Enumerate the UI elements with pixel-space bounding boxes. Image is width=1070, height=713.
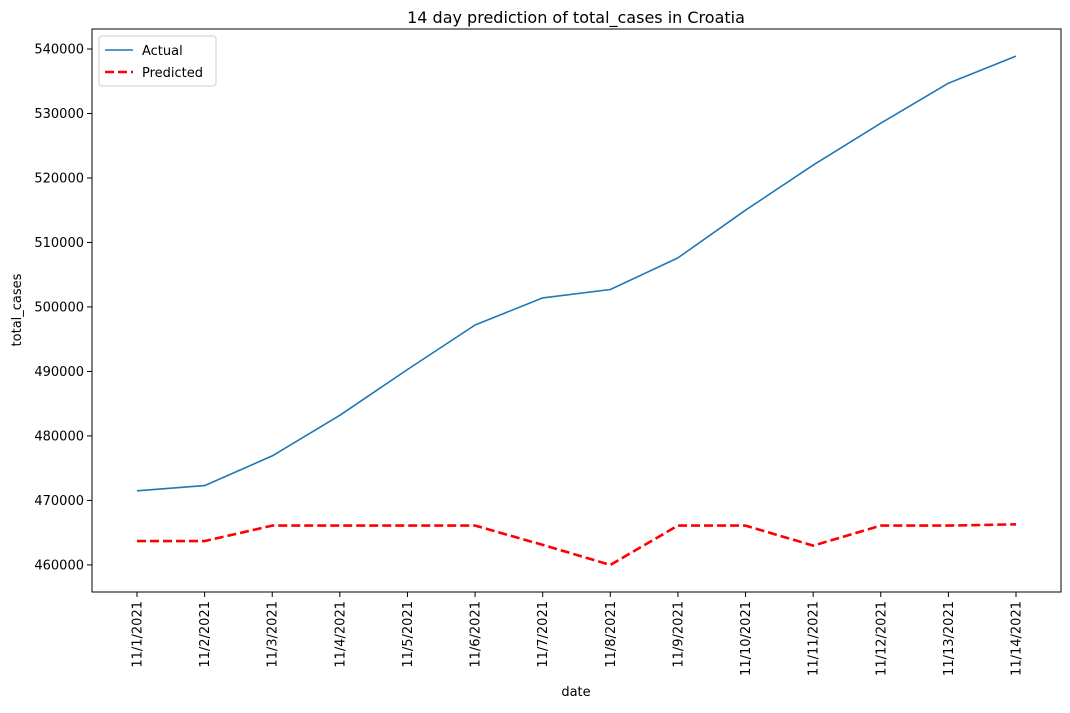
series-lines: [136, 55, 1017, 567]
x-axis-label: date: [561, 685, 590, 700]
x-tick-label: 11/12/2021: [874, 601, 889, 676]
y-tick-label: 460000: [34, 558, 84, 573]
x-tick-label: 11/7/2021: [536, 601, 551, 668]
x-tick-label: 11/9/2021: [671, 601, 686, 668]
y-tick-label: 480000: [34, 429, 84, 444]
y-tick-label: 470000: [34, 494, 84, 509]
chart-title: 14 day prediction of total_cases in Croa…: [407, 8, 745, 28]
x-tick-label: 11/13/2021: [942, 601, 957, 676]
x-tick-label: 11/14/2021: [1010, 601, 1025, 676]
legend: Actual Predicted: [98, 35, 217, 87]
y-tick-label: 520000: [34, 171, 84, 186]
x-tick-label: 11/1/2021: [131, 601, 146, 668]
x-tick-label: 11/11/2021: [807, 601, 822, 676]
legend-label-actual: Actual: [142, 44, 183, 59]
legend-label-predicted: Predicted: [142, 66, 203, 81]
x-tick-label: 11/5/2021: [401, 601, 416, 668]
y-tick-label: 540000: [34, 42, 84, 57]
y-tick-label: 500000: [34, 300, 84, 315]
x-tick-label: 11/10/2021: [739, 601, 754, 676]
x-tick-label: 11/4/2021: [333, 601, 348, 668]
series-line-actual: [136, 55, 1017, 492]
legend-frame: [98, 35, 217, 87]
x-tick-label: 11/3/2021: [266, 601, 281, 668]
y-tick-label: 530000: [34, 107, 84, 122]
y-tick-label: 490000: [34, 365, 84, 380]
series-line-predicted: [137, 523, 1017, 567]
y-axis-label: total_cases: [10, 273, 25, 346]
y-axis: 460000 470000 480000 490000 500000 510000 5200…: [34, 42, 92, 573]
x-tick-label: 11/2/2021: [198, 601, 213, 668]
x-tick-label: 11/6/2021: [469, 601, 484, 668]
plot-area-frame: [91, 28, 1062, 593]
y-tick-label: 510000: [34, 236, 84, 251]
x-axis: 11/1/2021 11/2/2021 11/3/2021 11/4/2021 11/5…: [131, 592, 1025, 676]
x-tick-label: 11/8/2021: [604, 601, 619, 668]
